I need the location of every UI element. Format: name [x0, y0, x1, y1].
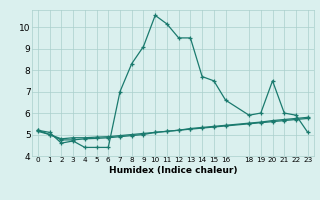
X-axis label: Humidex (Indice chaleur): Humidex (Indice chaleur) — [108, 166, 237, 175]
